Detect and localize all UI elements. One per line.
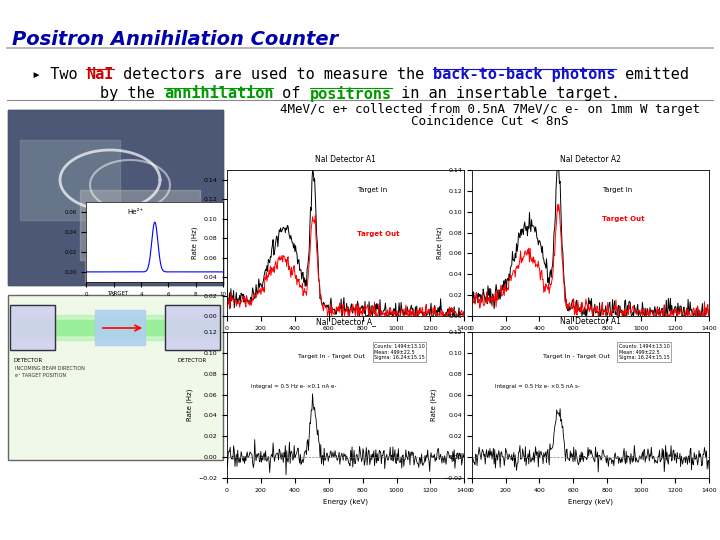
FancyBboxPatch shape — [85, 202, 220, 282]
X-axis label: Energy (keV): Energy (keV) — [323, 498, 368, 505]
X-axis label: Energy (keV): Energy (keV) — [568, 336, 613, 343]
Text: Target In: Target In — [358, 187, 388, 193]
Text: TARGET: TARGET — [107, 291, 129, 296]
Text: by the: by the — [100, 86, 164, 101]
Text: Counts: 1494±13.10
Mean: 499±22.5
Sigma: 16.24±15.15: Counts: 1494±13.10 Mean: 499±22.5 Sigma:… — [374, 344, 425, 360]
Text: ▸ Two: ▸ Two — [32, 67, 86, 82]
Y-axis label: Rate (Hz): Rate (Hz) — [192, 227, 198, 259]
Text: 4MeV/c e+ collected from 0.5nA 7MeV/c e- on 1mm W target: 4MeV/c e+ collected from 0.5nA 7MeV/c e-… — [280, 103, 700, 116]
Text: of: of — [274, 86, 310, 101]
Text: Target In: Target In — [603, 187, 633, 193]
Bar — [10, 305, 55, 350]
FancyBboxPatch shape — [8, 295, 223, 460]
Text: INCOMING BEAM DIRECTION: INCOMING BEAM DIRECTION — [15, 366, 85, 371]
Text: e⁺ TARGET POSITION: e⁺ TARGET POSITION — [15, 373, 66, 378]
Text: emitted: emitted — [616, 67, 688, 82]
Text: in an insertable target.: in an insertable target. — [392, 86, 620, 101]
Text: Integral = 0.5 Hz e- ×0.5 nA s-: Integral = 0.5 Hz e- ×0.5 nA s- — [495, 383, 580, 388]
Text: Positron Annihilation Counter: Positron Annihilation Counter — [12, 30, 338, 49]
Y-axis label: Rate (Hz): Rate (Hz) — [436, 227, 443, 259]
FancyBboxPatch shape — [8, 110, 223, 285]
Title: NaI Detector A1: NaI Detector A1 — [560, 317, 621, 326]
Title: NaI Detector A1: NaI Detector A1 — [315, 155, 376, 164]
Text: Target Out: Target Out — [603, 216, 645, 222]
Text: DETECTOR: DETECTOR — [177, 358, 207, 363]
Title: NaI Detector A2: NaI Detector A2 — [560, 155, 621, 164]
Title: NaI Detector A_: NaI Detector A_ — [315, 317, 376, 326]
Text: annihilation: annihilation — [164, 86, 274, 101]
Text: Coincidence Cut < 8nS: Coincidence Cut < 8nS — [411, 115, 569, 128]
Y-axis label: Rate (Hz): Rate (Hz) — [431, 389, 437, 421]
Y-axis label: Rate (Hz): Rate (Hz) — [186, 389, 192, 421]
Text: NaI: NaI — [86, 67, 114, 82]
X-axis label: Energy (keV): Energy (keV) — [323, 336, 368, 343]
Text: back-to-back photons: back-to-back photons — [433, 67, 616, 82]
Text: Target In - Target Out: Target In - Target Out — [298, 354, 365, 359]
Text: Counts: 1494±13.10
Mean: 499±22.5
Sigma: 16.24±15.15: Counts: 1494±13.10 Mean: 499±22.5 Sigma:… — [619, 344, 670, 360]
Text: Target In - Target Out: Target In - Target Out — [543, 354, 610, 359]
Text: DETECTOR: DETECTOR — [14, 358, 42, 363]
Text: Target Out: Target Out — [358, 231, 400, 237]
Text: positrons: positrons — [310, 86, 392, 102]
Bar — [165, 305, 220, 350]
Text: detectors are used to measure the: detectors are used to measure the — [114, 67, 433, 82]
X-axis label: Energy (keV): Energy (keV) — [568, 498, 613, 505]
Text: Integral = 0.5 Hz e- ×0.1 nA e-: Integral = 0.5 Hz e- ×0.1 nA e- — [251, 383, 336, 388]
Text: He²⁺: He²⁺ — [127, 209, 143, 215]
